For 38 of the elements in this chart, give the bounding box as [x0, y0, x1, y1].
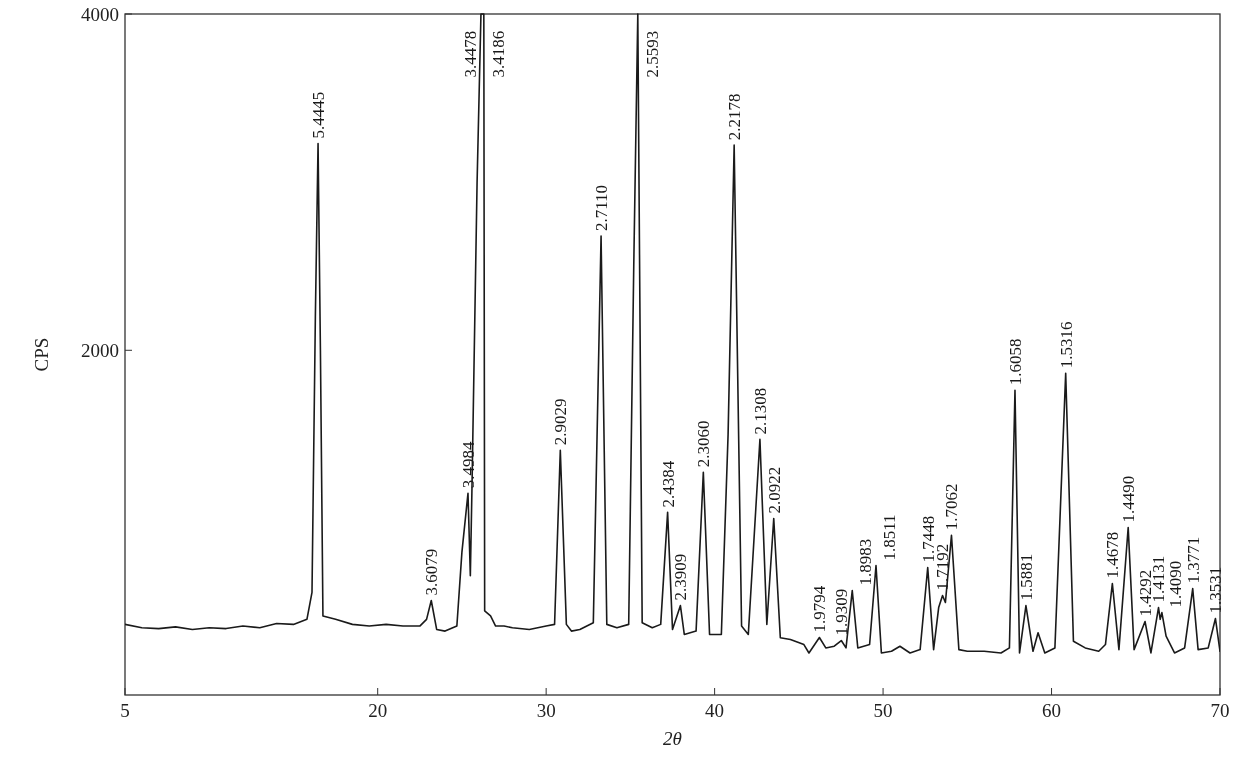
annotation: 2.7110: [592, 185, 612, 232]
annotation: 1.9309: [832, 588, 852, 636]
annotation: 1.4490: [1119, 475, 1139, 523]
x-tick-label: 60: [1042, 700, 1062, 721]
annotation: 1.7062: [942, 483, 962, 531]
annotation: 3.4186: [488, 30, 508, 78]
annotation: 2.3060: [694, 420, 714, 468]
y-tick-label: 2000: [81, 340, 119, 362]
x-tick-label: 40: [705, 700, 725, 721]
y-axis-title: CPS: [31, 337, 52, 372]
annotation: 1.5881: [1016, 553, 1036, 601]
x-tick-label: 70: [1210, 700, 1230, 721]
annotation: 1.4678: [1103, 531, 1123, 579]
annotation: 1.8511: [879, 514, 899, 561]
annotation: 1.9794: [810, 585, 830, 633]
x-tick-label: 50: [873, 700, 893, 721]
annotation: 3.6079: [422, 548, 442, 596]
annotation: 1.3531: [1206, 566, 1226, 614]
annotation: 1.6058: [1005, 338, 1025, 386]
x-tick-label: 30: [536, 700, 556, 721]
annotation: 1.5316: [1056, 321, 1076, 369]
y-tick-label: 4000: [81, 4, 119, 25]
x-tick-label: 5: [120, 700, 130, 721]
annotation: 2.0922: [764, 466, 784, 514]
annotation: 2.4384: [658, 460, 678, 508]
annotation: 1.4090: [1165, 560, 1185, 608]
annotation: 2.5593: [642, 30, 662, 78]
annotation: 2.3909: [671, 553, 691, 601]
annotation: 1.8983: [856, 538, 876, 586]
annotation: 1.3771: [1183, 536, 1203, 584]
annotation: 3.4478: [460, 30, 480, 78]
x-axis-title: 2θ: [663, 728, 682, 749]
line-series: [125, 13, 1220, 654]
annotation: 2.1308: [750, 387, 770, 435]
annotation: 5.4445: [309, 91, 329, 139]
annotation: 2.9029: [551, 398, 571, 446]
x-tick-label: 20: [368, 700, 388, 721]
annotation: 2.2178: [725, 93, 745, 141]
